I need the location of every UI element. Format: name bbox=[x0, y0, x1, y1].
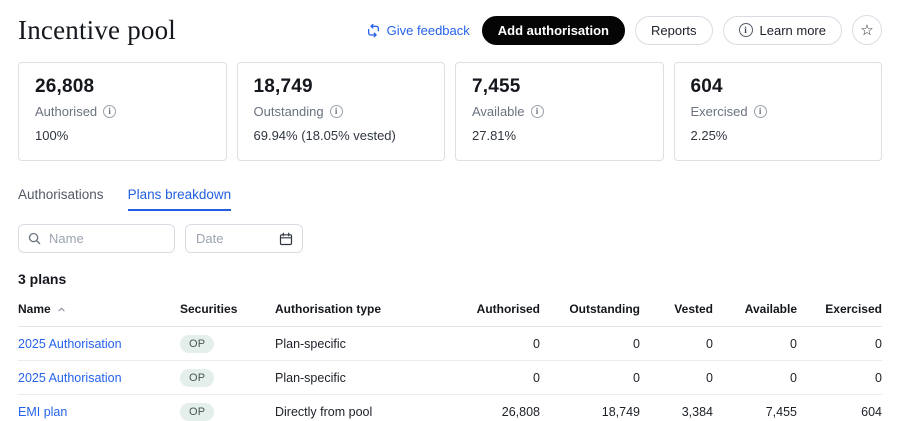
tab-authorisations[interactable]: Authorisations bbox=[18, 187, 104, 202]
authorised-cell: 26,808 bbox=[448, 394, 540, 421]
info-icon[interactable]: i bbox=[530, 105, 544, 118]
add-authorisation-button[interactable]: Add authorisation bbox=[481, 15, 625, 45]
stat-detail: 2.25% bbox=[690, 128, 728, 143]
table-header-row: Name Securities Authorisation type Autho… bbox=[18, 290, 882, 327]
column-header-vested[interactable]: Vested bbox=[640, 290, 713, 327]
exercised-cell: 0 bbox=[797, 326, 882, 361]
page-header: Incentive pool Give feedback Add authori… bbox=[18, 0, 882, 46]
date-filter-input[interactable] bbox=[185, 224, 303, 253]
give-feedback-link[interactable]: Give feedback bbox=[366, 23, 470, 38]
calendar-icon[interactable] bbox=[279, 232, 293, 246]
stat-card-exercised: 604 Exercised i 2.25% bbox=[673, 62, 882, 161]
securities-badge: OP bbox=[180, 368, 215, 387]
column-header-available[interactable]: Available bbox=[713, 290, 797, 327]
stat-card-available: 7,455 Available i 27.81% bbox=[455, 62, 664, 161]
date-filter bbox=[185, 224, 303, 253]
authorisation-type-cell: Plan-specific bbox=[275, 360, 448, 395]
info-icon: i bbox=[738, 23, 753, 37]
stat-label: Available bbox=[472, 104, 525, 119]
reports-button[interactable]: Reports bbox=[634, 15, 713, 45]
info-icon[interactable]: i bbox=[753, 105, 767, 118]
name-filter bbox=[18, 224, 175, 253]
column-header-outstanding[interactable]: Outstanding bbox=[540, 290, 640, 327]
stats-row: 26,808 Authorised i 100% 18,749 Outstand… bbox=[18, 62, 882, 161]
learn-more-label: Learn more bbox=[759, 22, 826, 38]
give-feedback-label: Give feedback bbox=[386, 22, 470, 38]
plan-link[interactable]: 2025 Authorisation bbox=[18, 370, 122, 385]
outstanding-cell: 0 bbox=[540, 360, 640, 395]
search-icon bbox=[28, 232, 41, 245]
name-filter-input[interactable] bbox=[18, 224, 175, 253]
table-row: EMI plan OP Directly from pool 26,808 18… bbox=[18, 394, 882, 421]
stat-value: 604 bbox=[690, 76, 723, 97]
authorisation-type-cell: Directly from pool bbox=[275, 394, 448, 421]
column-header-securities[interactable]: Securities bbox=[180, 290, 275, 327]
filter-bar bbox=[18, 224, 882, 253]
authorised-cell: 0 bbox=[448, 360, 540, 395]
stat-label: Outstanding bbox=[253, 104, 324, 119]
column-header-exercised[interactable]: Exercised bbox=[797, 290, 882, 327]
info-icon[interactable]: i bbox=[103, 105, 117, 118]
stat-detail: 69.94% (18.05% vested) bbox=[253, 128, 396, 143]
star-icon: ☆ bbox=[860, 22, 874, 39]
learn-more-button[interactable]: i Learn more bbox=[722, 15, 842, 45]
tab-bar: Authorisations Plans breakdown bbox=[18, 187, 882, 211]
available-cell: 7,455 bbox=[713, 394, 797, 421]
plans-count: 3 plans bbox=[18, 271, 67, 287]
info-icon[interactable]: i bbox=[329, 105, 343, 118]
column-header-authorisation-type[interactable]: Authorisation type bbox=[275, 290, 448, 327]
page-title: Incentive pool bbox=[18, 14, 176, 45]
exercised-cell: 604 bbox=[797, 394, 882, 421]
stat-detail: 27.81% bbox=[472, 128, 517, 143]
stat-value: 26,808 bbox=[35, 76, 95, 97]
favorite-button[interactable]: ☆ bbox=[852, 15, 882, 45]
exercised-cell: 0 bbox=[797, 360, 882, 395]
column-header-name[interactable]: Name bbox=[18, 302, 66, 316]
stat-value: 18,749 bbox=[253, 76, 313, 97]
authorised-cell: 0 bbox=[448, 326, 540, 361]
outstanding-cell: 0 bbox=[540, 326, 640, 361]
vested-cell: 0 bbox=[640, 326, 713, 361]
sort-asc-icon bbox=[57, 305, 66, 314]
plan-link[interactable]: 2025 Authorisation bbox=[18, 336, 122, 351]
securities-badge: OP bbox=[180, 402, 215, 421]
available-cell: 0 bbox=[713, 326, 797, 361]
stat-label: Authorised bbox=[35, 104, 98, 119]
stat-card-authorised: 26,808 Authorised i 100% bbox=[18, 62, 227, 161]
plan-link[interactable]: EMI plan bbox=[18, 404, 68, 419]
plans-table: Name Securities Authorisation type Autho… bbox=[18, 290, 882, 421]
column-header-authorised[interactable]: Authorised bbox=[448, 290, 540, 327]
table-row: 2025 Authorisation OP Plan-specific 0 0 … bbox=[18, 360, 882, 395]
stat-card-outstanding: 18,749 Outstanding i 69.94% (18.05% vest… bbox=[236, 62, 445, 161]
tab-plans-breakdown[interactable]: Plans breakdown bbox=[127, 187, 232, 211]
header-actions: Give feedback Add authorisation Reports … bbox=[366, 15, 882, 45]
table-row: 2025 Authorisation OP Plan-specific 0 0 … bbox=[18, 326, 882, 361]
securities-badge: OP bbox=[180, 334, 215, 353]
vested-cell: 3,384 bbox=[640, 394, 713, 421]
feedback-loop-icon bbox=[366, 23, 381, 38]
outstanding-cell: 18,749 bbox=[540, 394, 640, 421]
stat-label: Exercised bbox=[690, 104, 748, 119]
stat-detail: 100% bbox=[35, 128, 69, 143]
vested-cell: 0 bbox=[640, 360, 713, 395]
available-cell: 0 bbox=[713, 360, 797, 395]
authorisation-type-cell: Plan-specific bbox=[275, 326, 448, 361]
stat-value: 7,455 bbox=[472, 76, 521, 97]
